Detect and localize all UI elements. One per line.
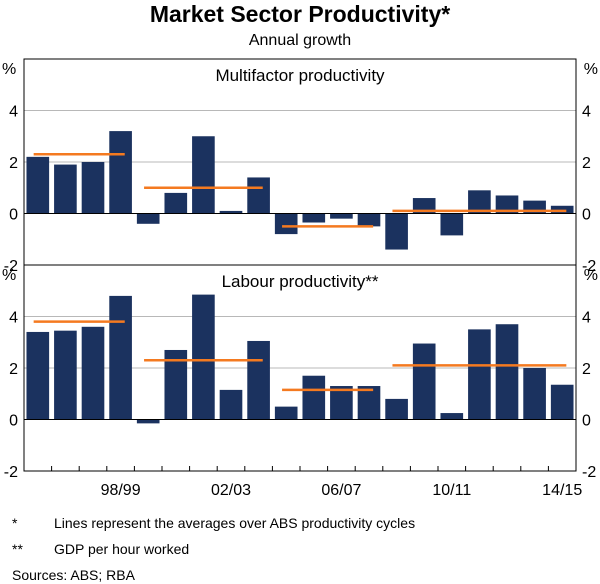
bar bbox=[274, 213, 298, 235]
y-tick-label-right: 4 bbox=[582, 104, 591, 121]
y-tick-label-right: 4 bbox=[582, 310, 591, 327]
chart-title: Market Sector Productivity* bbox=[149, 1, 451, 27]
bar bbox=[385, 398, 408, 420]
bar bbox=[385, 213, 408, 250]
bar bbox=[357, 386, 381, 420]
y-tick-label-left: 4 bbox=[9, 310, 18, 327]
x-tick-label: 02/03 bbox=[211, 482, 251, 499]
bar bbox=[54, 330, 77, 420]
x-tick-label: 10/11 bbox=[432, 482, 471, 499]
y-tick-label-right: -2 bbox=[582, 464, 596, 481]
bar bbox=[136, 213, 160, 224]
bar bbox=[81, 326, 105, 420]
footnote-averages: * Lines represent the averages over ABS p… bbox=[12, 514, 415, 532]
y-tick-label-right: 0 bbox=[582, 413, 591, 430]
footnote-text: Lines represent the averages over ABS pr… bbox=[54, 515, 416, 531]
bar bbox=[302, 375, 326, 420]
y-tick-label-right: 0 bbox=[582, 207, 591, 224]
y-tick-label-left: 2 bbox=[9, 361, 18, 378]
bar bbox=[26, 331, 50, 420]
bar bbox=[357, 213, 381, 227]
bar bbox=[550, 384, 574, 420]
bar bbox=[412, 343, 436, 420]
bar bbox=[109, 295, 132, 420]
bar bbox=[330, 213, 353, 219]
bar bbox=[302, 213, 326, 223]
panel-title: Labour productivity** bbox=[222, 272, 379, 291]
footnote-mark: ** bbox=[12, 541, 23, 557]
bar bbox=[440, 213, 464, 236]
panel-title: Multifactor productivity bbox=[215, 66, 385, 85]
chart-subtitle: Annual growth bbox=[248, 32, 352, 49]
bar bbox=[26, 156, 50, 214]
bar bbox=[164, 349, 188, 420]
bar bbox=[523, 368, 546, 420]
bar bbox=[247, 177, 270, 214]
bar bbox=[440, 413, 464, 420]
bar bbox=[192, 136, 215, 214]
y-unit-label-left: % bbox=[2, 61, 16, 78]
y-tick-label-left: -2 bbox=[4, 258, 18, 275]
y-tick-label-right: 2 bbox=[582, 155, 591, 172]
bar bbox=[550, 205, 574, 214]
bar bbox=[468, 190, 491, 214]
y-unit-label-left: % bbox=[2, 267, 16, 284]
bar bbox=[219, 389, 243, 420]
footnote-text: GDP per hour worked bbox=[54, 541, 190, 557]
bar bbox=[164, 192, 188, 214]
y-tick-label-right: -2 bbox=[582, 258, 596, 275]
y-unit-label-right: % bbox=[584, 61, 598, 78]
bar bbox=[54, 164, 77, 214]
bar bbox=[219, 210, 243, 214]
x-tick-label: 06/07 bbox=[321, 482, 361, 499]
x-tick-label: 98/99 bbox=[101, 482, 141, 499]
y-unit-label-right: % bbox=[584, 267, 598, 284]
bar bbox=[81, 162, 105, 214]
y-tick-label-left: -2 bbox=[4, 464, 18, 481]
y-tick-label-right: 2 bbox=[582, 361, 591, 378]
bar bbox=[109, 131, 132, 214]
bar bbox=[495, 195, 519, 214]
y-tick-label-left: 4 bbox=[9, 104, 18, 121]
bar bbox=[330, 386, 353, 420]
bar bbox=[495, 324, 519, 420]
chart-area: -2 -2 0 0 2 2 4 4% % Multifactor productivity -2 -2… bbox=[2, 58, 598, 499]
bar bbox=[412, 198, 436, 214]
y-tick-label-left: 0 bbox=[9, 413, 18, 430]
y-tick-label-left: 2 bbox=[9, 155, 18, 172]
y-tick-label-left: 0 bbox=[9, 207, 18, 224]
bar bbox=[274, 406, 298, 420]
bar bbox=[136, 419, 160, 424]
x-tick-label: 14/15 bbox=[542, 482, 582, 499]
sources-note: Sources: ABS; RBA bbox=[12, 567, 135, 583]
bar bbox=[468, 329, 491, 420]
footnote-gdp: ** GDP per hour worked bbox=[12, 540, 189, 558]
footnote-mark: * bbox=[12, 515, 18, 531]
bar bbox=[192, 294, 215, 420]
bar bbox=[247, 340, 270, 420]
